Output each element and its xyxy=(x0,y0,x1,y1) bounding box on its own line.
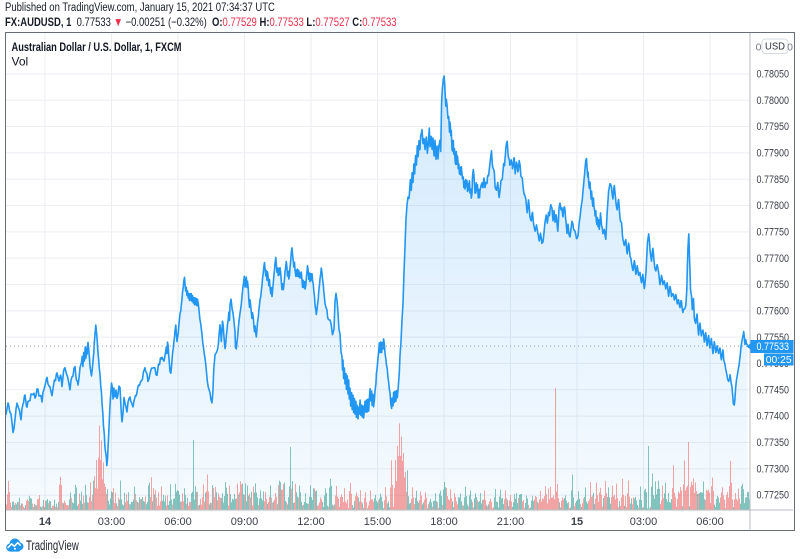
svg-text:0.77850: 0.77850 xyxy=(757,173,790,185)
svg-text:03:00: 03:00 xyxy=(98,516,126,528)
svg-text:12:00: 12:00 xyxy=(297,516,325,528)
svg-text:18:00: 18:00 xyxy=(430,516,458,528)
svg-text:0.77800: 0.77800 xyxy=(757,200,790,212)
svg-text:Vol: Vol xyxy=(12,54,29,68)
svg-text:0.77450: 0.77450 xyxy=(757,384,790,396)
svg-text:0.77750: 0.77750 xyxy=(757,226,790,238)
svg-text:Australian Dollar / U.S. Dolla: Australian Dollar / U.S. Dollar, 1, FXCM xyxy=(12,40,182,54)
svg-text:0.78050: 0.78050 xyxy=(757,68,790,80)
svg-text:0: 0 xyxy=(787,41,793,53)
svg-text:0.77700: 0.77700 xyxy=(757,252,790,264)
svg-text:14: 14 xyxy=(39,516,52,528)
svg-text:09:00: 09:00 xyxy=(231,516,259,528)
svg-text:0.77900: 0.77900 xyxy=(757,147,790,159)
svg-text:0.77950: 0.77950 xyxy=(757,121,790,133)
svg-text:0.78000: 0.78000 xyxy=(757,94,790,106)
svg-text:03:00: 03:00 xyxy=(630,516,658,528)
svg-text:0.77533: 0.77533 xyxy=(757,341,790,353)
svg-text:06:00: 06:00 xyxy=(164,516,192,528)
svg-text:0: 0 xyxy=(756,41,762,53)
svg-text:0.77300: 0.77300 xyxy=(757,463,790,475)
svg-text:15: 15 xyxy=(571,516,583,528)
svg-text:0.77650: 0.77650 xyxy=(757,279,790,291)
svg-text:0.77600: 0.77600 xyxy=(757,305,790,317)
svg-text:USD: USD xyxy=(765,40,785,52)
svg-text:0.77400: 0.77400 xyxy=(757,410,790,422)
svg-text:06:00: 06:00 xyxy=(696,516,724,528)
svg-text:00:25: 00:25 xyxy=(766,353,792,365)
svg-text:21:00: 21:00 xyxy=(497,516,525,528)
svg-text:0.77250: 0.77250 xyxy=(757,489,790,501)
svg-text:0.77350: 0.77350 xyxy=(757,437,790,449)
svg-text:15:00: 15:00 xyxy=(364,516,392,528)
